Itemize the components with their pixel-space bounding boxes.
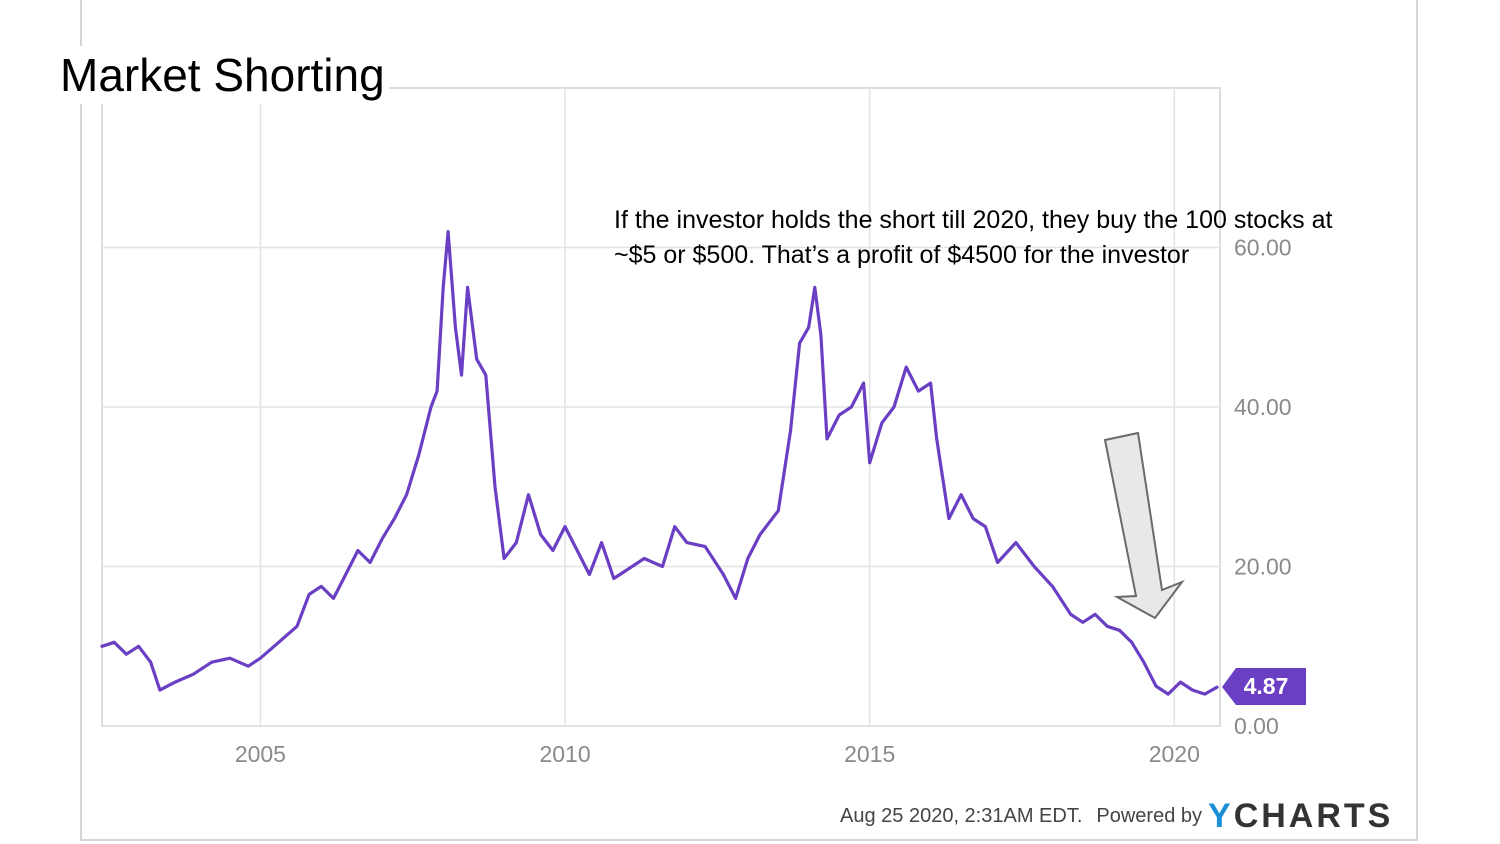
- last-value-badge: 4.87: [1222, 668, 1306, 705]
- down-arrow-annotation: [1103, 431, 1185, 620]
- y-tick-label: 60.00: [1234, 235, 1292, 261]
- x-tick-label: 2020: [1149, 741, 1200, 767]
- ycharts-logo-text: CHARTS: [1233, 796, 1394, 835]
- slide-title: Market Shorting: [60, 46, 389, 104]
- chart-footer: Aug 25 2020, 2:31AM EDT. Powered by YCHA…: [840, 796, 1393, 836]
- last-value-badge-shape: [1222, 668, 1306, 705]
- footer-powered-by: Powered by: [1096, 804, 1202, 827]
- ycharts-logo-y: Y: [1208, 796, 1234, 835]
- y-tick-label: 0.00: [1234, 713, 1279, 739]
- x-tick-label: 2015: [844, 741, 895, 767]
- ycharts-logo: YCHARTS: [1208, 797, 1393, 836]
- footer-timestamp: Aug 25 2020, 2:31AM EDT.: [840, 804, 1083, 827]
- y-tick-label: 40.00: [1234, 394, 1292, 420]
- x-tick-label: 2010: [539, 741, 590, 767]
- down-arrow-icon: [1103, 431, 1185, 620]
- y-tick-label: 20.00: [1234, 554, 1292, 580]
- series-line: [100, 230, 1219, 696]
- last-value-label: 4.87: [1244, 673, 1289, 699]
- chart-frame: [80, 0, 1418, 841]
- grid-layer: [101, 87, 1221, 727]
- annotation-text: If the investor holds the short till 202…: [614, 206, 1333, 269]
- axis-layer: 0.00 20.00 40.00 60.00 2005 2010 2015 2020: [235, 235, 1292, 768]
- x-tick-label: 2005: [235, 741, 286, 767]
- series-layer: [100, 230, 1219, 696]
